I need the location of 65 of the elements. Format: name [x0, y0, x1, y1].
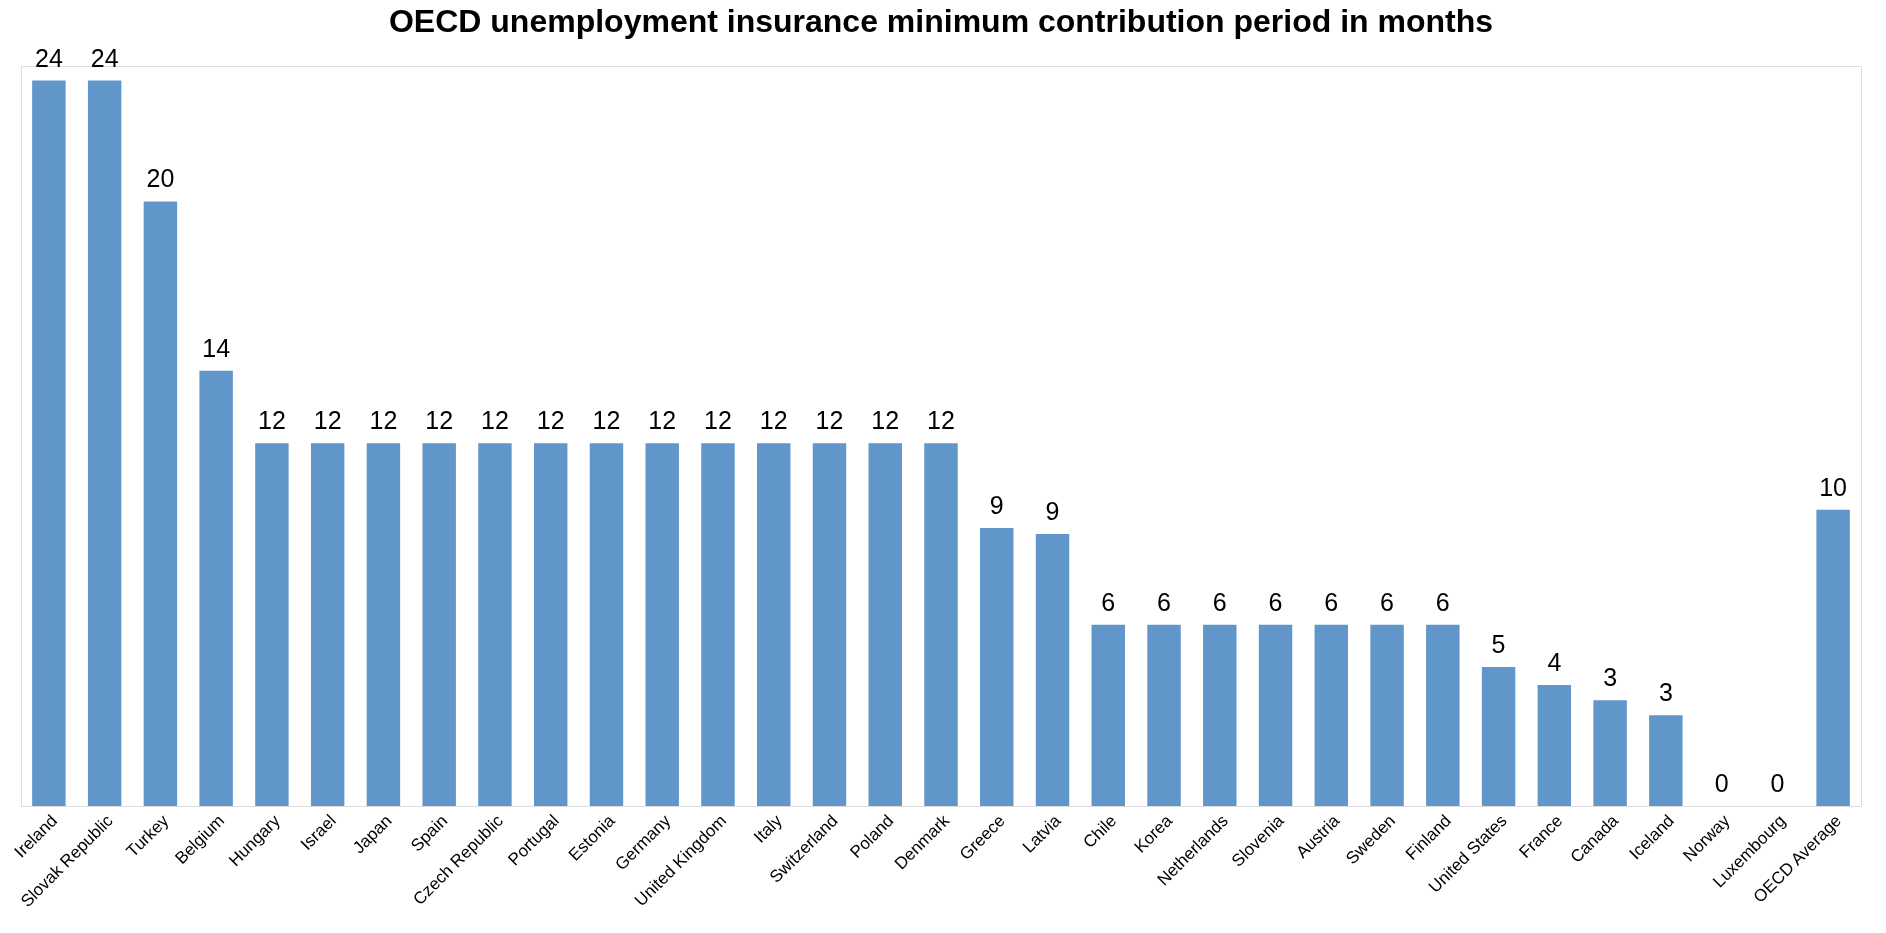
bar [366, 443, 401, 806]
chart-title: OECD unemployment insurance minimum contribution period in months [388, 2, 1494, 39]
bar [812, 443, 847, 806]
bar [1091, 624, 1125, 806]
bar [1314, 624, 1349, 806]
bar [199, 370, 233, 806]
bar [87, 80, 122, 806]
data-label: 10 [1819, 472, 1848, 501]
data-label: 12 [481, 406, 509, 435]
bar [1147, 624, 1181, 806]
bar [1537, 685, 1572, 806]
bar [422, 443, 456, 806]
data-label: 0 [1714, 769, 1729, 797]
bar [1203, 624, 1237, 806]
bar [255, 443, 289, 806]
data-label: 12 [704, 406, 732, 435]
data-label: 12 [871, 406, 900, 435]
bar [1816, 509, 1850, 806]
bar [1426, 624, 1460, 806]
data-label: 20 [146, 164, 175, 193]
data-label: 3 [1603, 663, 1618, 692]
data-label: 6 [1435, 587, 1450, 616]
data-label: 4 [1547, 648, 1562, 677]
data-label: 6 [1157, 587, 1171, 616]
data-label: 12 [648, 406, 677, 435]
bar [533, 443, 568, 806]
data-label: 12 [425, 406, 454, 435]
data-label: 14 [202, 333, 231, 362]
data-label: 24 [34, 43, 63, 72]
data-label: 12 [258, 406, 286, 435]
data-label: 12 [927, 406, 955, 435]
bar [1035, 533, 1070, 806]
data-label: 5 [1491, 629, 1506, 658]
data-label: 12 [592, 406, 621, 435]
data-label: 0 [1770, 769, 1785, 797]
data-label: 24 [90, 43, 119, 72]
data-label: 6 [1101, 587, 1116, 616]
data-label: 12 [759, 406, 788, 435]
bar [1649, 715, 1683, 806]
data-label: 12 [815, 406, 844, 435]
bar [645, 443, 679, 806]
bar [478, 443, 512, 806]
data-label: 12 [369, 406, 398, 435]
data-label: 12 [313, 406, 342, 435]
bar [924, 443, 958, 806]
bar [980, 527, 1014, 806]
bar [1370, 624, 1404, 806]
bar [589, 443, 624, 806]
bar [1481, 666, 1516, 806]
bar [1593, 700, 1627, 806]
data-label: 9 [989, 490, 1004, 519]
data-label: 6 [1212, 587, 1227, 616]
data-label: 6 [1380, 587, 1395, 616]
data-label: 12 [536, 406, 565, 435]
bar [1258, 624, 1293, 806]
data-label: 6 [1268, 587, 1283, 616]
bar [32, 80, 66, 806]
bar [701, 443, 735, 806]
bar [310, 443, 345, 806]
bar [143, 201, 178, 806]
data-label: 3 [1658, 678, 1673, 707]
bar [868, 443, 902, 806]
data-label: 9 [1045, 496, 1060, 525]
data-label: 6 [1324, 587, 1339, 616]
bar [757, 443, 791, 806]
